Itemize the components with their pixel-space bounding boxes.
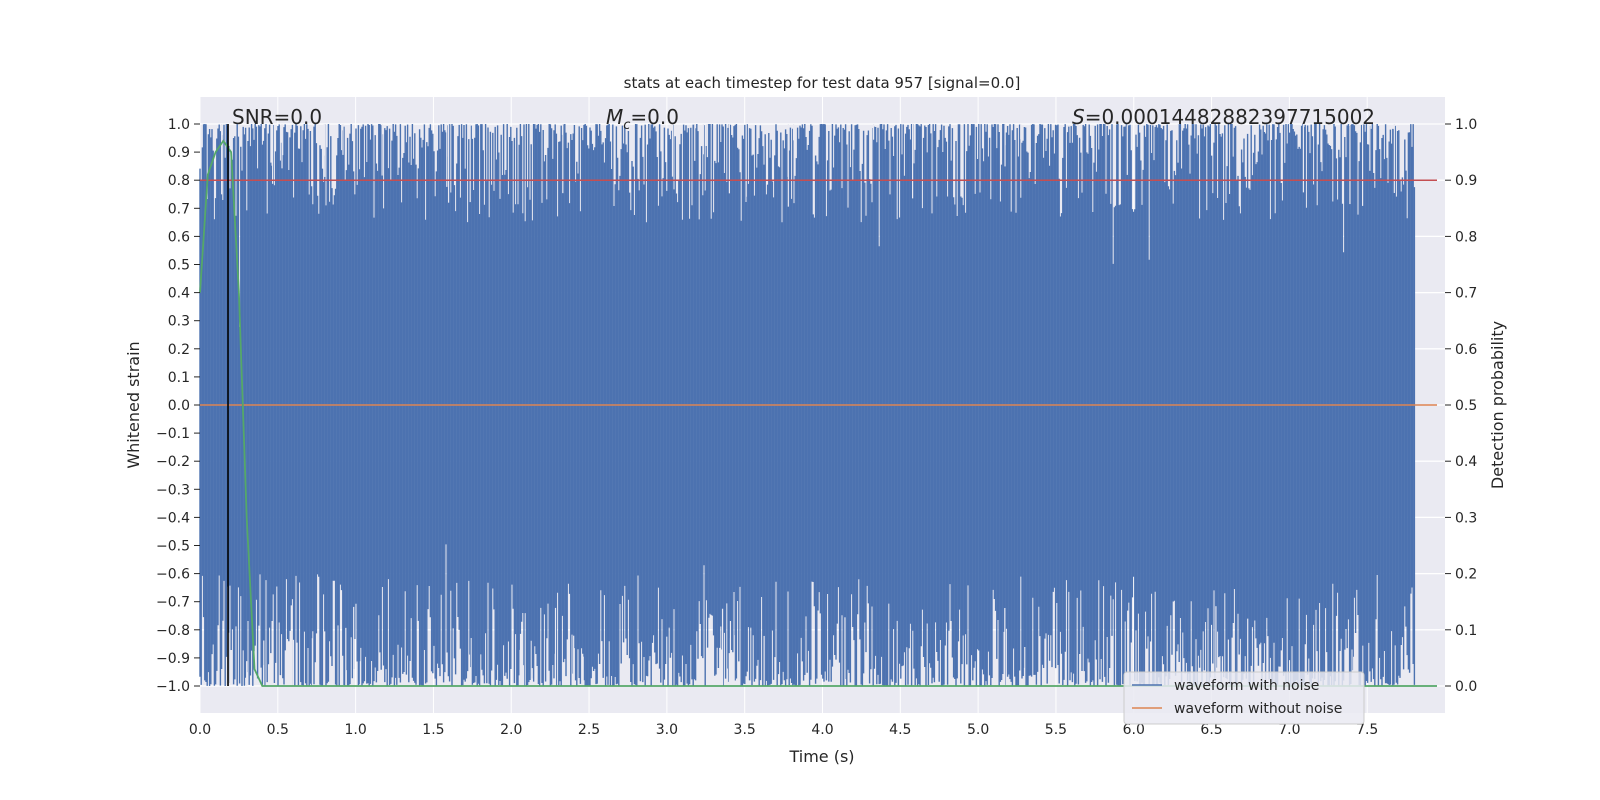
snr-annotation: SNR=0.0 — [232, 105, 322, 129]
y-tick-label: −0.2 — [156, 454, 190, 470]
mc-subscript: c — [623, 118, 630, 133]
mc-annotation: Mc=0.0 — [606, 105, 679, 133]
y-tick-label: −0.6 — [156, 567, 190, 583]
s-value: =0.00014482882397715002 — [1085, 105, 1375, 129]
x-tick-label: 1.5 — [422, 722, 444, 738]
x-tick-label: 1.0 — [344, 722, 366, 738]
y-tick-label: 0.7 — [168, 201, 190, 217]
x-tick-label: 7.0 — [1278, 722, 1300, 738]
y2-tick-label: 0.9 — [1455, 173, 1477, 189]
x-tick-label: 6.0 — [1123, 722, 1145, 738]
y-tick-label: 0.8 — [168, 173, 190, 189]
axis-ticks: 0.0 0.5 1.0 1.5 2.0 2.5 3.0 3.5 4.0 4.5 5.0 5.5 6.0 6… — [156, 117, 1477, 738]
y-tick-label: 0.4 — [168, 286, 190, 302]
y-tick-label: −0.8 — [156, 623, 190, 639]
x-tick-label: 4.0 — [811, 722, 833, 738]
y2-tick-label: 0.7 — [1455, 286, 1477, 302]
x-tick-label: 2.5 — [578, 722, 600, 738]
y2-tick-label: 1.0 — [1455, 117, 1477, 133]
y2-tick-label: 0.8 — [1455, 229, 1477, 245]
x-tick-label: 5.5 — [1045, 722, 1067, 738]
legend-label-noise: waveform with noise — [1174, 678, 1319, 694]
mc-symbol: M — [606, 105, 623, 129]
y-tick-label: 0.0 — [168, 398, 190, 414]
legend: waveform with noise waveform without noi… — [1123, 671, 1365, 725]
x-tick-label: 2.0 — [500, 722, 522, 738]
legend-label-clean: waveform without noise — [1174, 701, 1342, 717]
mc-value: =0.0 — [630, 105, 679, 129]
chart-title: stats at each timestep for test data 957… — [624, 74, 1021, 92]
y-tick-label: −0.7 — [156, 595, 190, 611]
y-tick-label: −0.4 — [156, 510, 190, 526]
overlays — [199, 124, 1437, 687]
x-tick-label: 5.0 — [967, 722, 989, 738]
s-annotation: S=0.00014482882397715002 — [1072, 105, 1375, 129]
y2-tick-label: 0.2 — [1455, 567, 1477, 583]
y-tick-label: 0.1 — [168, 370, 190, 386]
y-tick-label: −0.3 — [156, 482, 190, 498]
y2-tick-label: 0.4 — [1455, 454, 1477, 470]
y-tick-label: −0.5 — [156, 539, 190, 555]
y2-tick-label: 0.3 — [1455, 510, 1477, 526]
y-tick-label: −1.0 — [156, 679, 190, 695]
y-tick-label: 0.5 — [168, 258, 190, 274]
legend-box — [1123, 671, 1365, 725]
y-tick-label: 1.0 — [168, 117, 190, 133]
y-tick-label: 0.6 — [168, 229, 190, 245]
x-tick-label: 7.5 — [1356, 722, 1378, 738]
x-tick-label: 0.5 — [267, 722, 289, 738]
s-symbol: S — [1072, 105, 1085, 129]
x-tick-label: 3.5 — [734, 722, 756, 738]
x-tick-label: 6.5 — [1200, 722, 1222, 738]
y-axis-label: Whitened strain — [124, 341, 143, 468]
y2-tick-label: 0.5 — [1455, 398, 1477, 414]
y-tick-label: 0.9 — [168, 145, 190, 161]
x-axis-label: Time (s) — [788, 747, 854, 766]
y-tick-label: 0.2 — [168, 342, 190, 358]
x-tick-label: 0.0 — [189, 722, 211, 738]
y2-axis-label: Detection probability — [1488, 321, 1507, 489]
y2-tick-label: 0.0 — [1455, 679, 1477, 695]
y2-tick-label: 0.6 — [1455, 342, 1477, 358]
y-tick-label: −0.9 — [156, 651, 190, 667]
waveform-with-noise-series — [199, 124, 1416, 686]
y-tick-label: −0.1 — [156, 426, 190, 442]
y2-tick-label: 0.1 — [1455, 623, 1477, 639]
detection-probability-line — [199, 139, 1437, 687]
y-tick-label: 0.3 — [168, 314, 190, 330]
x-tick-label: 3.0 — [656, 722, 678, 738]
x-tick-label: 4.5 — [889, 722, 911, 738]
